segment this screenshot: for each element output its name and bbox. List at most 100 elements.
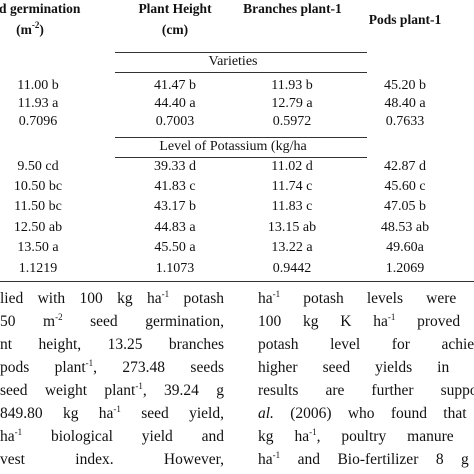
text-line: 50 m-2 seed germination, [0, 313, 224, 331]
text-line: kg ha-1, poultry manure 3.5 [258, 428, 474, 446]
text-run: -1 [309, 428, 317, 437]
text-run: -1 [85, 359, 94, 368]
text-line: potash level for achievin [258, 336, 474, 354]
text-run: proved to [417, 313, 474, 330]
text-run: -1 [14, 428, 23, 437]
table-cell: 42.87 d [384, 159, 426, 174]
text-run: 849.80 kg ha [0, 405, 114, 422]
text-line: ha-1 potash levels were co [258, 290, 474, 308]
text-run: seed germination, [62, 313, 224, 330]
table-cell: 11.93 a [17, 96, 59, 111]
text-run: pods plant [0, 359, 86, 376]
text-line: ha-1 and Bio-fertilizer 8 g k [258, 451, 474, 469]
text-run: Branches plant-1 [243, 1, 342, 16]
table-cell: 13.15 ab [267, 220, 317, 235]
table-cell: 11.02 d [271, 159, 313, 174]
table-cell: 13.22 a [271, 240, 313, 255]
table-cell: 44.83 a [154, 220, 196, 235]
text-run: , 273.48 seeds [93, 359, 224, 376]
table-cell: 11.74 c [271, 179, 313, 194]
rule [115, 137, 367, 138]
table-cell: 1.2069 [385, 261, 425, 276]
table-cell: 0.7003 [155, 114, 195, 129]
text-run: -1 [272, 290, 281, 299]
table-cell: 41.83 c [154, 179, 196, 194]
text-run: potash levels were co [280, 290, 474, 307]
text-run: ) [39, 22, 44, 37]
text-run: seed yield, [120, 405, 224, 422]
table-cell: 13.50 a [17, 240, 59, 255]
text-line: seed weight plant-1, 39.24 g [0, 382, 224, 400]
text-run: vest index. However, [0, 451, 224, 468]
header-cell: Seed germination (m-2) [0, 0, 90, 40]
text-line: lied with 100 kg ha-1 potash [0, 290, 224, 308]
text-run: Plant Height (cm) [138, 1, 212, 37]
table-cell: 45.20 b [384, 78, 426, 93]
text-line: nt height, 13.25 branches [0, 336, 224, 354]
text-run: -1 [113, 405, 121, 414]
text-run: -1 [272, 451, 281, 460]
table-cell: 1.1219 [18, 261, 58, 276]
text-run: results are further supporte [258, 382, 474, 399]
table-cell: 11.50 bc [14, 199, 62, 214]
table-cell: 11.93 b [271, 78, 313, 93]
table-cell: 47.05 b [384, 199, 426, 214]
table-cell: 12.50 ab [13, 220, 63, 235]
table-cell: 0.9442 [272, 261, 312, 276]
text-run: al. [258, 405, 274, 422]
text-line: higher seed yields in mu [258, 359, 474, 377]
table-cell: 49.60a [386, 240, 424, 255]
table-cell: 48.40 a [384, 96, 426, 111]
text-run: potash [169, 290, 224, 307]
table-cell: 11.00 b [17, 78, 59, 93]
text-run: and Bio-fertilizer 8 g k [280, 451, 474, 468]
table-cell: 45.50 a [154, 240, 196, 255]
text-run: higher seed yields in mu [258, 359, 474, 376]
table-cell: 1.1073 [155, 261, 195, 276]
text-run: -1 [135, 382, 143, 391]
table-cell: 9.50 cd [17, 159, 59, 174]
text-line: vest index. However, [0, 451, 224, 469]
text-run: ha [0, 428, 15, 445]
table-cell: 44.40 a [154, 96, 196, 111]
text-run: biological yield and [22, 428, 224, 445]
text-run: seed weight plant [0, 382, 136, 399]
rule [115, 72, 367, 73]
text-run: (2006) who found that N [273, 405, 474, 422]
text-run: potash level for achievin [258, 336, 474, 353]
text-run: , 39.24 g [142, 382, 224, 399]
text-run: ha [258, 290, 273, 307]
text-line: pods plant-1, 273.48 seeds [0, 359, 224, 377]
text-run: Pods plant-1 [368, 12, 442, 27]
table-cell: 11.83 c [271, 199, 313, 214]
text-run: -2 [55, 313, 63, 322]
text-run: kg ha [258, 428, 310, 445]
header-cell: Branches plant-1 [230, 0, 355, 19]
header-cell: Plant Height (cm) [125, 0, 225, 40]
table-cell: 39.33 d [154, 159, 196, 174]
rule [115, 157, 367, 158]
text-run: -2 [31, 20, 40, 30]
text-line: results are further supporte [258, 382, 474, 400]
section-label: Level of Potassium (kg/ha [159, 139, 307, 154]
text-run: lied with 100 kg ha [0, 290, 162, 307]
text-line: al. (2006) who found that N [258, 405, 474, 423]
text-run: ha [258, 451, 273, 468]
section-label: Varieties [208, 54, 258, 69]
table-cell: 41.47 b [154, 78, 196, 93]
rule [115, 52, 367, 53]
text-run: , poultry manure 3.5 [316, 428, 474, 445]
text-line: 100 kg K ha-1 proved to [258, 313, 474, 331]
text-run: -1 [387, 313, 396, 322]
table-cell: 43.17 b [154, 199, 196, 214]
table-cell: 48.53 ab [380, 220, 430, 235]
header-cell: Pods plant-1 [335, 9, 474, 30]
rule [0, 281, 474, 282]
table-cell: 12.79 a [271, 96, 313, 111]
text-line: ha-1 biological yield and [0, 428, 224, 446]
table-cell: 45.60 c [384, 179, 426, 194]
text-run: Seed germination (m [0, 1, 81, 37]
text-run: 100 kg K ha [258, 313, 388, 330]
table-cell: 0.7096 [18, 114, 58, 129]
